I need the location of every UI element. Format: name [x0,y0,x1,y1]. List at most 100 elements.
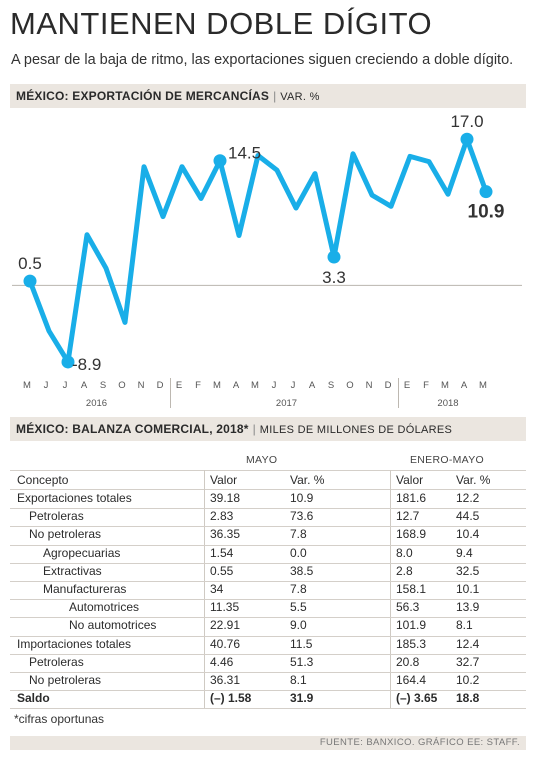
x-tick-label: A [309,380,316,391]
x-tick-label: F [423,380,429,391]
x-tick-label: N [138,380,145,391]
table-cell: 7.8 [290,582,307,596]
x-tick-label: J [63,380,68,391]
chart-section-header: MÉXICO: EXPORTACIÓN DE MERCANCÍAS | VAR. % [10,84,526,108]
row-rule [10,508,526,510]
table-cell: 32.5 [456,563,480,578]
data-label: 0.5 [18,254,42,273]
row-rule [10,690,526,692]
table-cell: 10.2 [456,673,480,687]
table-section-header: MÉXICO: BALANZA COMERCIAL, 2018* | MILES D… [10,417,526,441]
row-label: Saldo [17,691,50,706]
chart-section-separator: | [273,89,277,103]
table-cell: 44.5 [456,509,480,524]
table-cell: 7.8 [290,527,307,542]
table-cell: (–) 3.65 [396,691,438,706]
row-label: No petroleras [29,527,102,542]
x-tick-label: M [251,380,259,391]
table-cell: 8.1 [456,618,473,633]
table-cell: 4.46 [210,654,234,669]
page-title: MANTIENEN DOBLE DÍGITO [10,6,433,41]
table-cell: 8.1 [290,673,307,687]
chart-section-title: MÉXICO: EXPORTACIÓN DE MERCANCÍAS [16,89,270,103]
table-cell: 181.6 [396,491,427,505]
table-cell: 12.4 [456,636,480,651]
x-tick-label: D [385,380,392,391]
year-label: 2017 [276,398,297,409]
x-tick-label: A [233,380,240,391]
x-tick-label: J [44,380,49,391]
data-point-marker [61,355,75,369]
table-cell: 1.54 [210,545,234,560]
table-cell: 34 [210,582,224,596]
table-cell: 20.8 [396,654,420,669]
column-header: Valor [396,473,424,487]
chart-section-unit: VAR. % [280,91,320,103]
column-header: Valor [210,473,238,487]
x-tick-label: N [366,380,373,391]
table-cell: 168.9 [396,527,427,542]
x-tick-label: S [328,380,334,391]
table-cell: 9.0 [290,618,307,633]
row-rule [10,653,526,655]
page-subtitle: A pesar de la baja de ritmo, las exporta… [11,52,514,68]
table-cell: 22.91 [210,618,241,633]
table-section-title: MÉXICO: BALANZA COMERCIAL, 2018* [16,422,249,436]
source-text: FUENTE: BANXICO. GRÁFICO EE: STAFF. [319,737,520,748]
table-cell: 2.8 [396,563,413,578]
row-label: Petroleras [29,509,84,524]
source-bar: FUENTE: BANXICO. GRÁFICO EE: STAFF. [10,736,526,750]
row-label: Importaciones totales [17,636,132,651]
x-tick-label: J [272,380,277,391]
table-cell: 10.9 [290,491,314,505]
table-cell: (–) 1.58 [210,691,252,706]
row-rule [10,617,526,619]
table-cell: 8.0 [396,545,413,560]
row-rule [10,672,526,673]
x-tick-label: A [461,380,468,391]
table-cell: 11.35 [210,600,240,615]
table-cell: 10.4 [456,527,480,542]
table-cell: 164.4 [396,673,427,687]
data-point-marker [460,132,474,146]
column-separator [204,470,205,708]
data-point-marker [327,250,341,264]
table-cell: 0.0 [290,545,307,560]
row-label: No automotrices [69,618,157,633]
table-cell: 9.4 [456,545,473,560]
data-label: 10.9 [468,202,505,223]
x-tick-label: O [118,380,125,391]
x-tick-label: E [176,380,182,391]
column-header: Var. % [456,473,491,487]
row-rule [10,544,526,546]
table-section-unit: MILES DE MILLONES DE DÓLARES [259,424,453,436]
table-cell: 158.1 [396,582,427,596]
row-rule [10,708,526,710]
group-header-enero-mayo: ENERO-MAYO [410,454,484,466]
data-point-marker [213,154,227,168]
table-cell: 38.5 [290,563,314,578]
x-tick-label: D [157,380,164,391]
table-cell: 32.7 [456,654,480,669]
row-rule [10,562,526,564]
group-header-mayo: MAYO [246,454,278,466]
table-cell: 18.8 [456,691,480,706]
table-cell: 39.18 [210,491,241,505]
table-cell: 13.9 [456,600,480,615]
table-cell: 51.3 [290,654,314,669]
data-label: 3.3 [322,268,346,287]
table-cell: 40.76 [210,636,241,651]
x-tick-label: O [346,380,353,391]
x-tick-label: M [479,380,487,391]
x-tick-label: E [404,380,410,391]
data-label: 17.0 [450,112,483,131]
row-label: Manufactureras [43,582,127,596]
table-cell: 36.35 [210,527,241,542]
x-tick-label: M [441,380,449,391]
data-point-marker [23,274,37,288]
x-tick-label: M [23,380,31,391]
header-bottom-rule [10,489,526,490]
table-cell: 12.2 [456,491,480,505]
table-cell: 0.55 [210,563,234,578]
x-tick-label: J [291,380,296,391]
